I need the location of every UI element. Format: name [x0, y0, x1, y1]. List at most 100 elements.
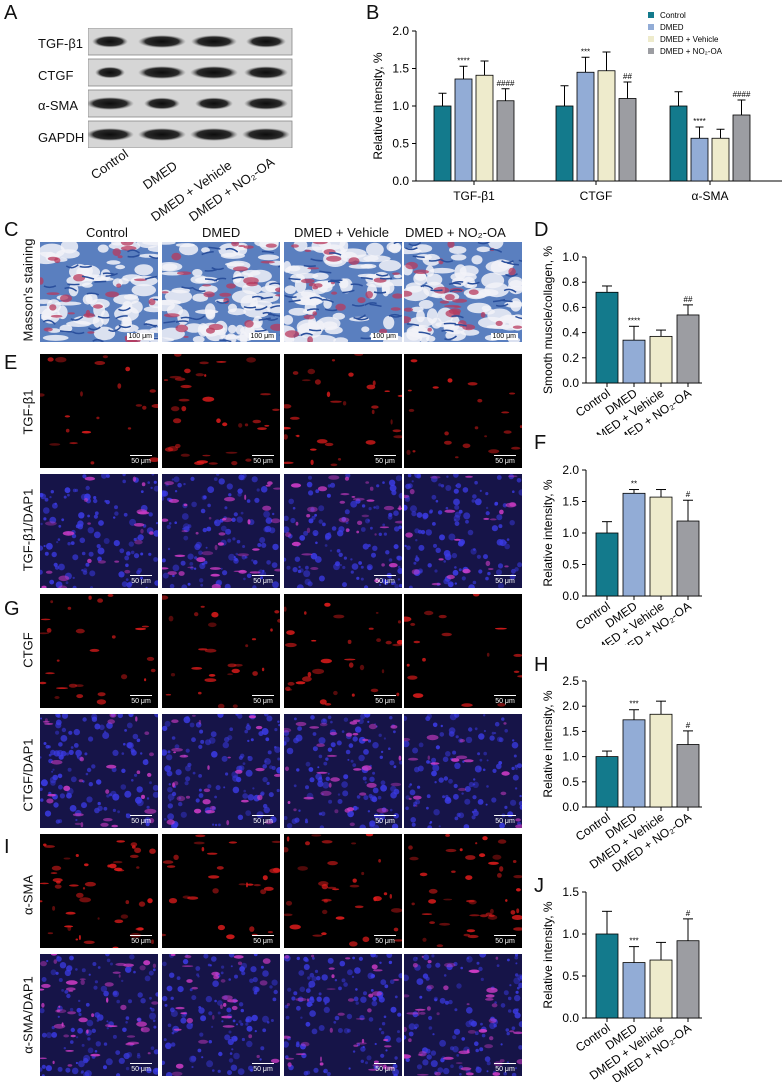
panel-letter-i: I — [4, 836, 10, 858]
bar — [496, 100, 515, 182]
scale-bar: 50 μm — [130, 695, 152, 705]
y-tick-label: 1.0 — [562, 927, 579, 941]
significance-label: ** — [631, 480, 637, 489]
bar — [676, 744, 700, 808]
blot-band — [190, 66, 238, 79]
group-header: DMED — [202, 225, 241, 240]
blot-row-label: TGF-β1 — [38, 36, 84, 51]
group-header: Control — [86, 225, 128, 240]
bar — [649, 959, 673, 1019]
significance-label: ## — [684, 295, 693, 304]
fluorescence-image: 50 μm — [162, 354, 280, 468]
row-label-ctgf: CTGF — [20, 632, 36, 668]
blot-band — [95, 66, 125, 79]
bar — [454, 78, 473, 182]
scale-bar: 50 μm — [494, 815, 516, 825]
blot-band — [88, 128, 134, 141]
bar — [676, 520, 700, 597]
fluorescence-image: 50 μm — [284, 354, 402, 468]
fluorescence-image: 50 μm — [162, 594, 280, 708]
legend-swatch — [648, 48, 654, 54]
blot-band — [138, 128, 186, 141]
significance-label: **** — [693, 117, 705, 126]
x-tick-label: TGF-β1 — [453, 189, 495, 203]
bar — [669, 105, 688, 182]
bar — [711, 137, 730, 182]
y-tick-label: 0.0 — [562, 376, 579, 390]
blot-band — [244, 66, 288, 79]
group-header: DMED + Vehicle — [294, 225, 390, 240]
blot-band — [138, 35, 186, 48]
fluorescence-image: 50 μm — [284, 834, 402, 948]
y-tick-label: 0.4 — [562, 326, 579, 340]
x-tick-label: α-SMA — [692, 189, 729, 203]
blot-band — [244, 97, 288, 110]
scale-bar: 50 μm — [374, 815, 396, 825]
bar — [555, 105, 574, 182]
y-tick-label: 2.5 — [562, 674, 579, 688]
y-tick-label: 0.0 — [562, 800, 579, 814]
bar — [595, 291, 619, 384]
scale-bar: 50 μm — [252, 455, 274, 465]
legend-label: Control — [660, 11, 686, 20]
y-tick-label: 2.0 — [562, 699, 579, 713]
row-label-sma-dapi: α-SMA/DAP1 — [20, 976, 36, 1054]
significance-label: *** — [629, 937, 638, 946]
legend-swatch — [648, 36, 654, 42]
blot-row-label: CTGF — [38, 68, 74, 83]
scale-bar: 50 μm — [494, 935, 516, 945]
merged-fluorescence-image: 50 μm — [404, 474, 522, 588]
scale-bar: 50 μm — [130, 455, 152, 465]
scale-bar: 50 μm — [374, 575, 396, 585]
bar — [732, 114, 751, 182]
y-tick-label: 0.5 — [392, 137, 409, 151]
y-tick-label: 1.5 — [562, 885, 579, 899]
bar — [618, 98, 637, 182]
legend-label: DMED — [660, 23, 684, 32]
scale-bar: 50 μm — [374, 455, 396, 465]
scale-bar: 50 μm — [130, 935, 152, 945]
bar — [433, 105, 452, 182]
bar — [676, 940, 700, 1019]
fluorescence-image: 50 μm — [404, 354, 522, 468]
scale-bar: 100 μm — [248, 333, 276, 340]
blot-lane-label: DMED — [140, 158, 180, 193]
blot-band — [88, 97, 134, 110]
scale-bar: 50 μm — [130, 815, 152, 825]
fluorescence-image: 50 μm — [284, 594, 402, 708]
bar — [597, 70, 616, 182]
scale-bar: 50 μm — [374, 935, 396, 945]
scale-bar: 50 μm — [252, 1063, 274, 1073]
y-tick-label: 0.0 — [562, 1011, 579, 1025]
y-tick-label: 0.0 — [562, 589, 579, 603]
blot-band — [246, 35, 286, 48]
blot-band — [190, 128, 238, 141]
bar — [622, 719, 646, 808]
panel-letter-f: F — [534, 432, 547, 454]
fluorescence-image: 50 μm — [162, 834, 280, 948]
blot-band — [242, 128, 290, 141]
scale-bar: 50 μm — [494, 455, 516, 465]
merged-fluorescence-image: 50 μm — [40, 474, 158, 588]
panel-letter-a: A — [4, 2, 18, 24]
x-tick-label: CTGF — [580, 189, 613, 203]
significance-label: **** — [457, 56, 469, 65]
y-tick-label: 0.5 — [562, 969, 579, 983]
y-tick-label: 0.5 — [562, 775, 579, 789]
row-label-tgf: TGF-β1 — [20, 389, 36, 435]
scale-bar: 50 μm — [494, 575, 516, 585]
merged-fluorescence-image: 50 μm — [40, 714, 158, 828]
y-tick-label: 0.8 — [562, 275, 579, 289]
y-tick-label: 0.2 — [562, 351, 579, 365]
scale-bar: 50 μm — [374, 1063, 396, 1073]
y-axis-label: Smooth muscle/collagen, % — [541, 246, 555, 394]
merged-fluorescence-image: 50 μm — [162, 954, 280, 1076]
scale-bar: 50 μm — [130, 575, 152, 585]
y-axis-label: Relative intensity, % — [371, 52, 385, 159]
significance-label: *** — [581, 47, 590, 56]
panel-letter-g: G — [4, 598, 20, 620]
legend-swatch — [648, 24, 654, 30]
scale-bar: 50 μm — [374, 695, 396, 705]
bar — [690, 137, 709, 182]
